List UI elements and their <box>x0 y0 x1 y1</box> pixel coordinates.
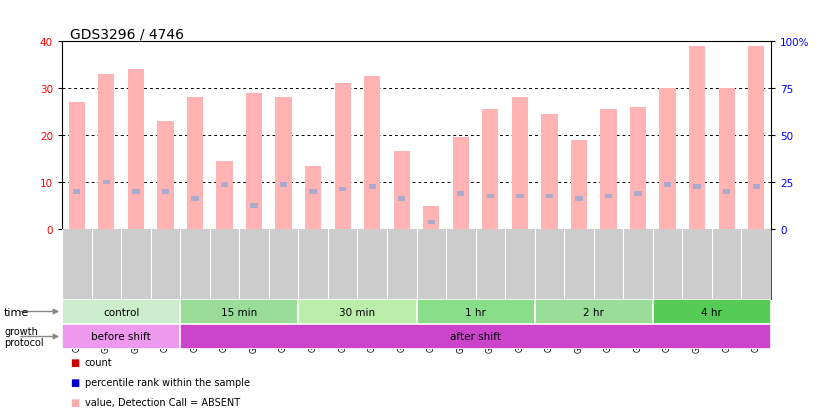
Bar <box>718 89 735 230</box>
Bar <box>571 140 587 230</box>
Bar <box>62 299 180 324</box>
Bar <box>653 299 771 324</box>
Text: time: time <box>4 307 30 317</box>
Bar <box>428 220 435 225</box>
Bar <box>457 192 465 197</box>
Bar <box>217 161 232 230</box>
Text: before shift: before shift <box>91 332 151 342</box>
Bar <box>69 103 85 230</box>
Text: 30 min: 30 min <box>339 307 375 317</box>
Bar <box>334 84 351 230</box>
Bar <box>73 190 80 194</box>
Text: ■: ■ <box>71 357 80 367</box>
Text: value, Detection Call = ABSENT: value, Detection Call = ABSENT <box>85 397 240 407</box>
Bar <box>576 197 583 201</box>
Bar <box>305 166 321 230</box>
Bar <box>600 110 617 230</box>
Text: 4 hr: 4 hr <box>701 307 722 317</box>
Text: 15 min: 15 min <box>221 307 257 317</box>
Text: 1 hr: 1 hr <box>466 307 486 317</box>
Bar <box>369 185 376 190</box>
Bar <box>128 70 144 230</box>
Bar <box>605 194 612 199</box>
Bar <box>275 98 291 230</box>
Text: ■: ■ <box>71 377 80 387</box>
Bar <box>250 204 258 208</box>
Bar <box>298 299 416 324</box>
Bar <box>364 77 380 230</box>
Bar <box>664 183 672 187</box>
Bar <box>416 299 534 324</box>
Bar <box>162 190 169 194</box>
Bar <box>511 98 528 230</box>
Bar <box>246 93 262 230</box>
Bar <box>180 324 771 349</box>
Bar <box>339 187 346 192</box>
Bar <box>534 299 653 324</box>
Text: after shift: after shift <box>450 332 501 342</box>
Text: GDS3296 / 4746: GDS3296 / 4746 <box>71 28 184 42</box>
Bar <box>487 194 494 199</box>
Text: percentile rank within the sample: percentile rank within the sample <box>85 377 250 387</box>
Bar <box>635 192 642 197</box>
Bar <box>753 185 760 190</box>
Bar <box>482 110 498 230</box>
Text: ■: ■ <box>71 397 80 407</box>
Bar <box>280 183 287 187</box>
Bar <box>748 47 764 230</box>
Bar <box>132 190 140 194</box>
Bar <box>103 180 110 185</box>
Bar <box>187 98 203 230</box>
Bar <box>393 152 410 230</box>
Bar <box>191 197 199 201</box>
Bar <box>541 114 557 230</box>
Bar <box>310 190 317 194</box>
Bar <box>689 47 705 230</box>
Bar <box>158 121 173 230</box>
Bar <box>659 89 676 230</box>
Bar <box>630 107 646 230</box>
Bar <box>398 197 406 201</box>
Bar <box>452 138 469 230</box>
Text: control: control <box>103 307 140 317</box>
Bar <box>723 190 731 194</box>
Bar <box>694 185 701 190</box>
Bar <box>221 183 228 187</box>
Bar <box>546 194 553 199</box>
Text: 2 hr: 2 hr <box>583 307 604 317</box>
Bar <box>423 206 439 230</box>
Text: count: count <box>85 357 112 367</box>
Bar <box>99 75 114 230</box>
Bar <box>62 324 180 349</box>
Bar <box>516 194 524 199</box>
Bar <box>180 299 298 324</box>
Text: growth
protocol: growth protocol <box>4 326 44 347</box>
